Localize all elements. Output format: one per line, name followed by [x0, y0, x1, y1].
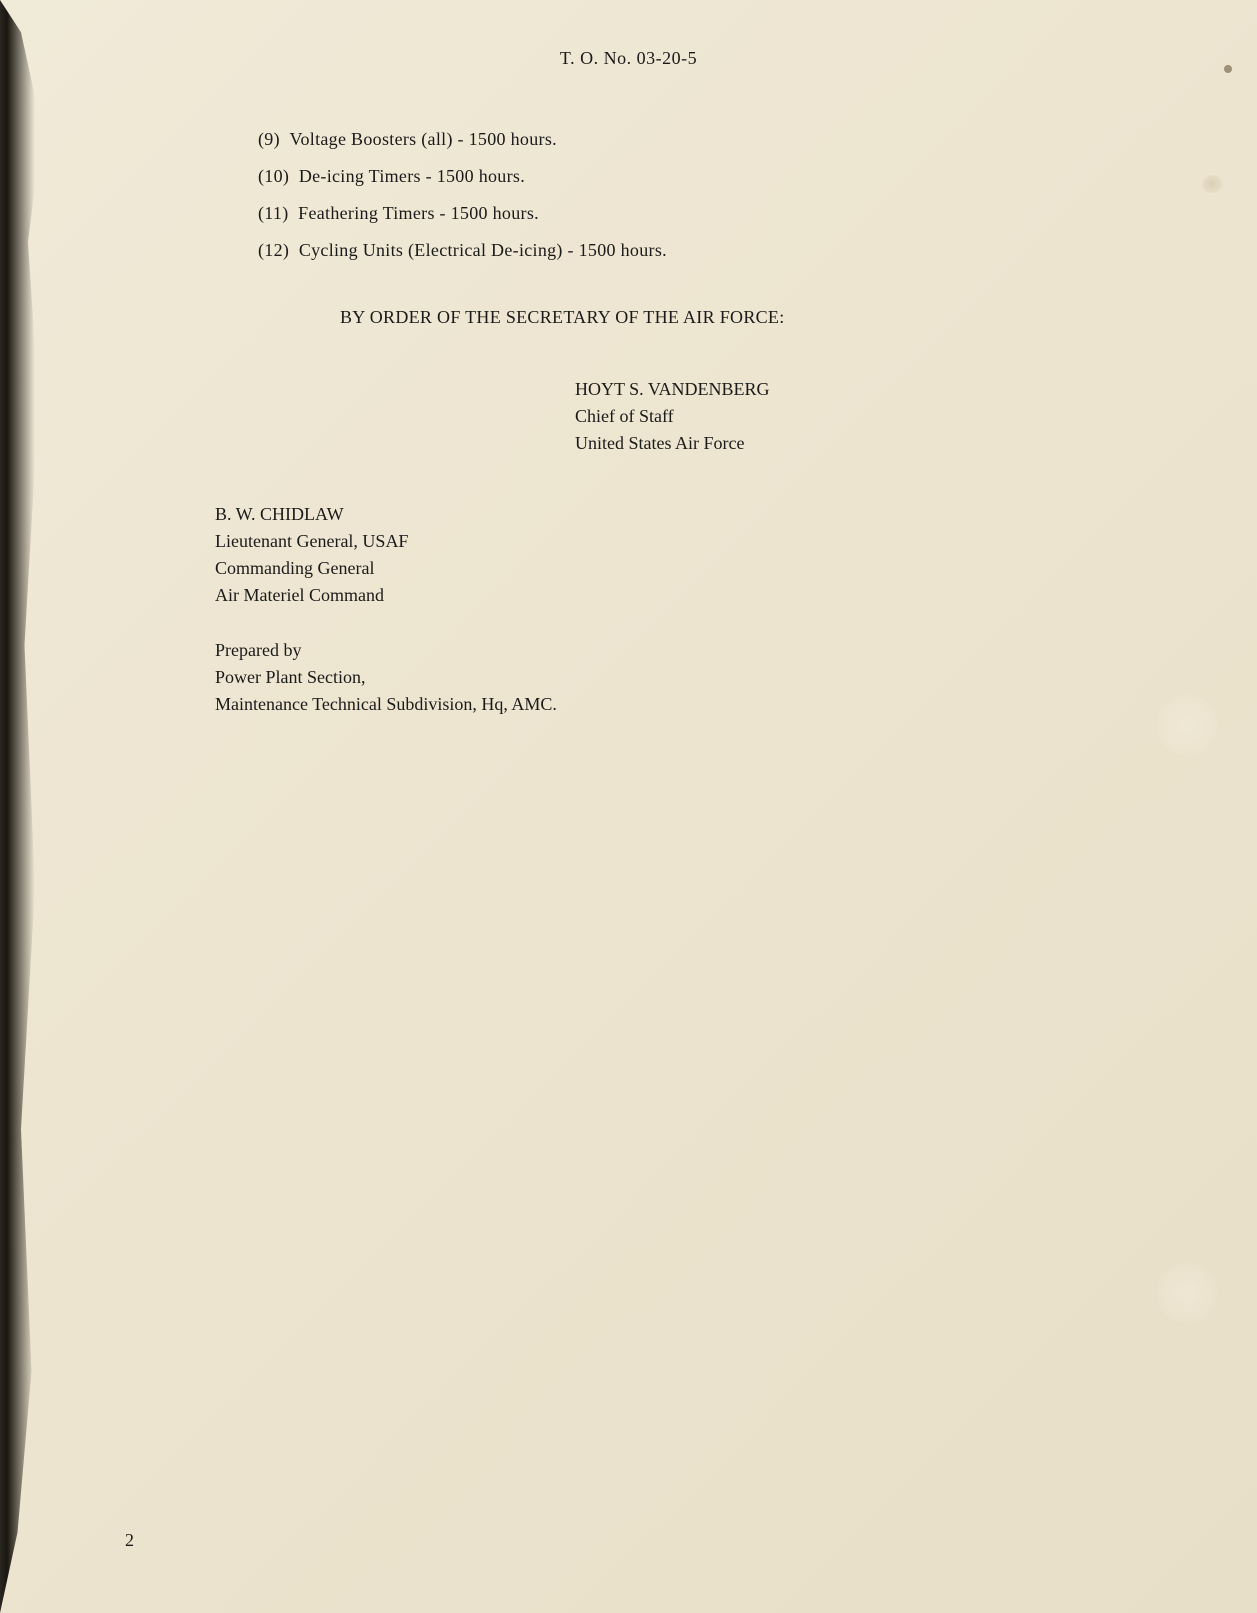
- list-item-number: (10): [258, 166, 289, 186]
- list-item-text: De-icing Timers - 1500 hours.: [299, 166, 525, 186]
- list-item-text: Voltage Boosters (all) - 1500 hours.: [290, 129, 557, 149]
- page-number: 2: [125, 1530, 134, 1551]
- paper-age-spot: [1202, 175, 1222, 193]
- signatory-name: B. W. CHIDLAW: [215, 501, 1257, 528]
- numbered-list-section: (9) Voltage Boosters (all) - 1500 hours.…: [258, 129, 1257, 261]
- prepared-division: Maintenance Technical Subdivision, Hq, A…: [215, 691, 1257, 718]
- signatory-org: United States Air Force: [575, 430, 1257, 457]
- prepared-by-block: Prepared by Power Plant Section, Mainten…: [215, 637, 1257, 718]
- list-item: (11) Feathering Timers - 1500 hours.: [258, 203, 1257, 224]
- signatory-block-right: HOYT S. VANDENBERG Chief of Staff United…: [575, 376, 1257, 457]
- list-item-number: (11): [258, 203, 289, 223]
- document-header: T. O. No. 03-20-5: [0, 0, 1257, 69]
- list-item: (10) De-icing Timers - 1500 hours.: [258, 166, 1257, 187]
- signatory-title: Commanding General: [215, 555, 1257, 582]
- prepared-label: Prepared by: [215, 637, 1257, 664]
- punch-hole-mark: [1157, 1263, 1217, 1323]
- signatory-org: Air Materiel Command: [215, 582, 1257, 609]
- signatory-block-left: B. W. CHIDLAW Lieutenant General, USAF C…: [215, 501, 1257, 609]
- list-item-text: Cycling Units (Electrical De-icing) - 15…: [299, 240, 667, 260]
- document-page: T. O. No. 03-20-5 (9) Voltage Boosters (…: [0, 0, 1257, 1613]
- list-item-number: (12): [258, 240, 289, 260]
- list-item: (9) Voltage Boosters (all) - 1500 hours.: [258, 129, 1257, 150]
- signatory-name: HOYT S. VANDENBERG: [575, 376, 1257, 403]
- order-authority-line: BY ORDER OF THE SECRETARY OF THE AIR FOR…: [340, 307, 1257, 328]
- list-item: (12) Cycling Units (Electrical De-icing)…: [258, 240, 1257, 261]
- binding-edge-artifact: [0, 0, 70, 1613]
- list-item-number: (9): [258, 129, 280, 149]
- punch-hole-mark: [1157, 695, 1217, 755]
- signatory-title: Chief of Staff: [575, 403, 1257, 430]
- prepared-section: Power Plant Section,: [215, 664, 1257, 691]
- paper-age-spot: [1224, 65, 1232, 73]
- signatory-rank: Lieutenant General, USAF: [215, 528, 1257, 555]
- list-item-text: Feathering Timers - 1500 hours.: [298, 203, 539, 223]
